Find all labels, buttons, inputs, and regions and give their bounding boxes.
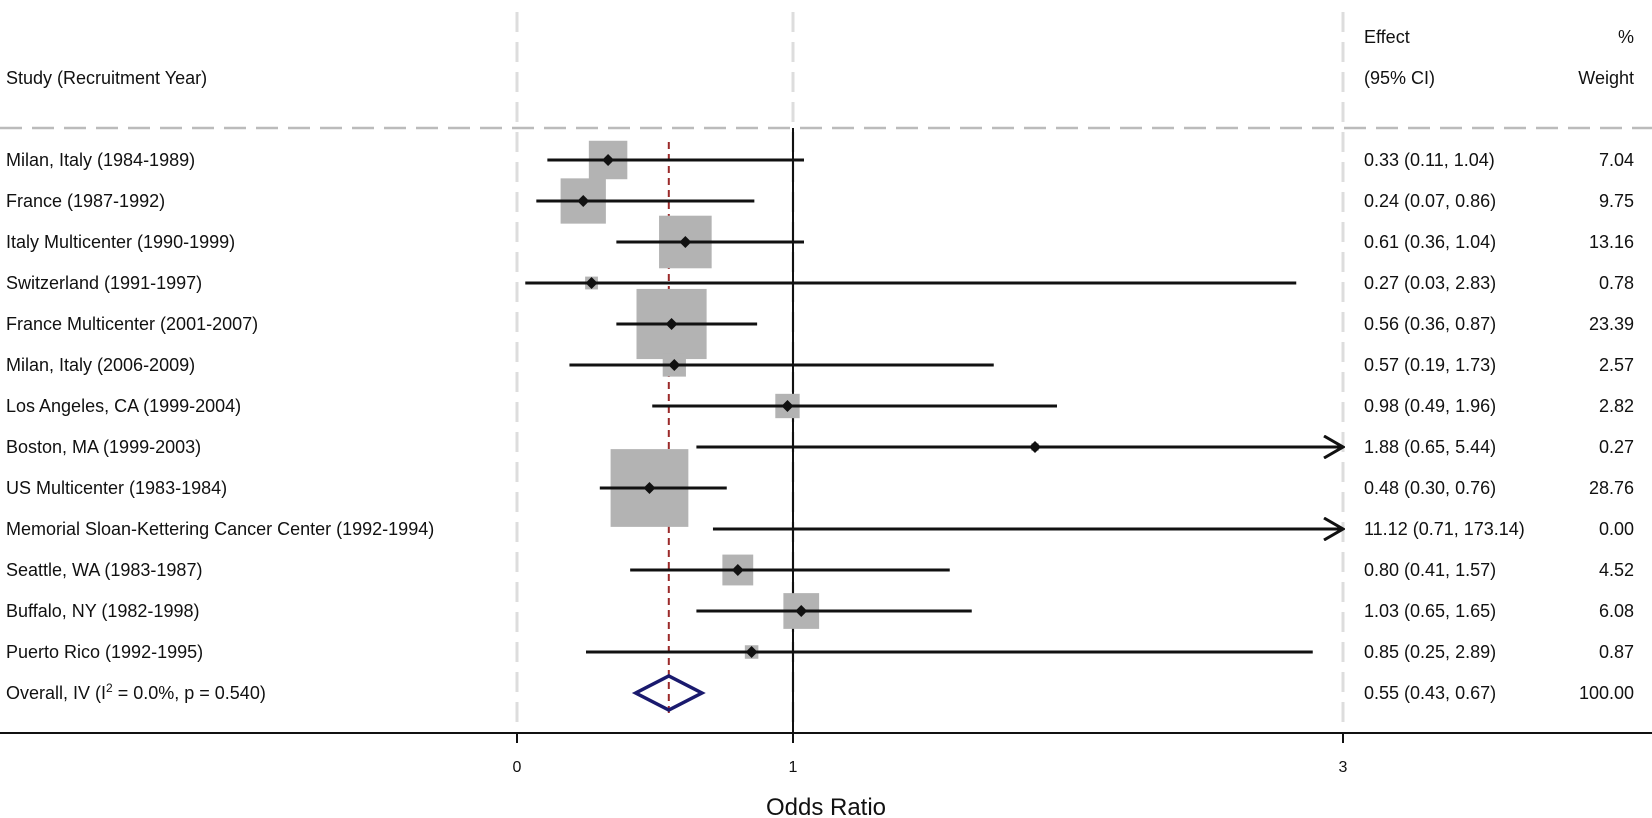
x-tick-label-1: 1 (789, 759, 798, 776)
point-estimate (745, 646, 758, 658)
weight-value: 2.57 (1599, 355, 1634, 375)
study-label: Italy Multicenter (1990-1999) (6, 232, 235, 252)
study-marks (525, 140, 1343, 712)
overall-effect-ci-value: 0.55 (0.43, 0.67) (1364, 683, 1496, 703)
effect-ci-value: 0.56 (0.36, 0.87) (1364, 314, 1496, 334)
x-axis-ticks: 0 1 3 (513, 733, 1348, 776)
study-text: Milan, Italy (1984-1989) 0.33 (0.11, 1.04… (6, 150, 1634, 703)
study-label: Boston, MA (1999-2003) (6, 437, 201, 457)
study-label: Switzerland (1991-1997) (6, 273, 202, 293)
study-label: Buffalo, NY (1982-1998) (6, 601, 199, 621)
point-estimate (668, 359, 681, 371)
weight-value: 0.00 (1599, 519, 1634, 539)
study-label: Memorial Sloan-Kettering Cancer Center (… (6, 519, 434, 539)
overall-label: Overall, IV (I2 = 0.0%, p = 0.540) (6, 681, 266, 703)
pooled-diamond (631, 674, 706, 712)
percent-column-header: % (1618, 27, 1634, 47)
effect-ci-value: 0.61 (0.36, 1.04) (1364, 232, 1496, 252)
weight-value: 0.78 (1599, 273, 1634, 293)
effect-ci-value: 1.03 (0.65, 1.65) (1364, 601, 1496, 621)
point-estimate (1029, 441, 1041, 453)
study-label: Los Angeles, CA (1999-2004) (6, 396, 241, 416)
study-label: Milan, Italy (2006-2009) (6, 355, 195, 375)
study-label: France Multicenter (2001-2007) (6, 314, 258, 334)
reference-lines (667, 128, 794, 733)
point-estimate (795, 605, 808, 617)
weight-value: 6.08 (1599, 601, 1634, 621)
study-label: Seattle, WA (1983-1987) (6, 560, 202, 580)
effect-ci-value: 0.57 (0.19, 1.73) (1364, 355, 1496, 375)
weight-value: 23.39 (1589, 314, 1634, 334)
weight-value: 2.82 (1599, 396, 1634, 416)
x-axis-title: Odds Ratio (766, 794, 886, 818)
point-estimate (643, 482, 656, 494)
weight-value: 0.27 (1599, 437, 1634, 457)
effect-ci-value: 0.48 (0.30, 0.76) (1364, 478, 1496, 498)
study-column-header: Study (Recruitment Year) (6, 68, 207, 88)
gridlines (515, 12, 1345, 733)
point-estimate (665, 318, 678, 330)
effect-ci-value: 0.85 (0.25, 2.89) (1364, 642, 1496, 662)
overall-weight-value: 100.00 (1579, 683, 1634, 703)
point-estimate (602, 154, 615, 166)
effect-ci-value: 0.80 (0.41, 1.57) (1364, 560, 1496, 580)
effect-ci-value: 0.33 (0.11, 1.04) (1364, 150, 1495, 170)
effect-ci-value: 11.12 (0.71, 173.14) (1364, 519, 1525, 539)
study-label: France (1987-1992) (6, 191, 165, 211)
effect-ci-value: 0.27 (0.03, 2.83) (1364, 273, 1496, 293)
study-label: Puerto Rico (1992-1995) (6, 642, 203, 662)
point-estimate (679, 236, 692, 248)
weight-value: 0.87 (1599, 642, 1634, 662)
effect-ci-value: 0.24 (0.07, 0.86) (1364, 191, 1496, 211)
x-tick-label-0: 0 (513, 759, 522, 776)
effect-ci-value: 1.88 (0.65, 5.44) (1364, 437, 1496, 457)
effect-column-header: Effect (1364, 27, 1410, 47)
study-label: Milan, Italy (1984-1989) (6, 150, 195, 170)
weight-value: 4.52 (1599, 560, 1634, 580)
point-estimate (585, 277, 598, 289)
x-tick-label-3: 3 (1339, 759, 1348, 776)
weight-value: 9.75 (1599, 191, 1634, 211)
weight-column-header: Weight (1578, 68, 1634, 88)
point-estimate (577, 195, 590, 207)
effect-ci-value: 0.98 (0.49, 1.96) (1364, 396, 1496, 416)
ci-column-header: (95% CI) (1364, 68, 1435, 88)
point-estimate (781, 400, 794, 412)
point-estimate (731, 564, 744, 576)
weight-value: 13.16 (1589, 232, 1634, 252)
weight-value: 7.04 (1599, 150, 1634, 170)
study-label: US Multicenter (1983-1984) (6, 478, 227, 498)
weight-value: 28.76 (1589, 478, 1634, 498)
